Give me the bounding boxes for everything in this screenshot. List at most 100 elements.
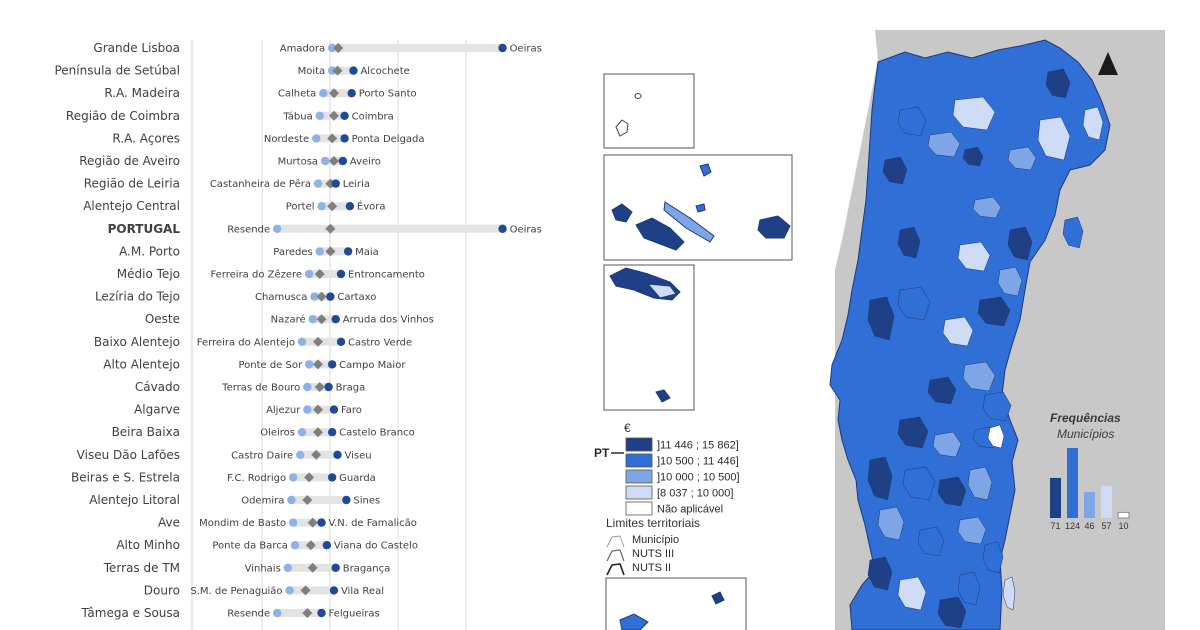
region-row: Alto Alentejo Ponte de Sor Campo Maior xyxy=(103,357,406,371)
municipality-patch xyxy=(957,241,991,272)
legend-class-label: Não aplicável xyxy=(657,504,723,516)
legend-class-label: [8 037 ; 10 000] xyxy=(657,488,733,500)
legend-class-label: ]10 000 ; 10 500] xyxy=(657,472,740,484)
freq-bar xyxy=(1117,511,1130,519)
national-marker xyxy=(314,382,325,392)
north-arrow-icon xyxy=(1098,52,1118,75)
min-label: Ferreira do Zêzere xyxy=(210,269,302,281)
min-dot xyxy=(303,405,312,414)
inset-island xyxy=(695,203,706,213)
max-label: Ponta Delgada xyxy=(352,134,425,145)
region-label: Ave xyxy=(158,516,180,530)
max-dot xyxy=(326,292,335,301)
legend-currency: € xyxy=(624,421,631,435)
min-dot xyxy=(283,563,292,572)
max-dot xyxy=(317,608,326,618)
min-dot xyxy=(308,315,317,324)
municipality-patch xyxy=(982,541,1004,574)
min-dot xyxy=(287,495,296,505)
inset-island xyxy=(663,201,715,243)
national-marker xyxy=(328,110,339,121)
min-label: Paredes xyxy=(273,247,312,258)
municipality-patch xyxy=(952,96,996,131)
min-label: Vinhais xyxy=(245,563,281,574)
legend-swatch xyxy=(625,501,653,516)
legend-classes: ]11 446 ; 15 862]]10 500 ; 11 446]]10 00… xyxy=(625,437,740,516)
max-dot xyxy=(317,518,326,527)
region-label: PORTUGAL xyxy=(108,222,181,236)
max-label: Arruda dos Vinhos xyxy=(343,315,434,326)
municipality-patch xyxy=(962,146,984,167)
national-marker xyxy=(332,65,343,76)
max-label: Viseu xyxy=(345,450,372,461)
national-marker xyxy=(312,404,323,415)
region-label: Douro xyxy=(144,583,180,597)
max-label: Maia xyxy=(355,247,379,258)
region-label: Terras de TM xyxy=(103,561,180,575)
chart-rows: Grande Lisboa Amadora Oeiras Península de S… xyxy=(54,41,541,620)
national-marker xyxy=(316,291,327,302)
region-row: Médio Tejo Ferreira do Zêzere Entroncament… xyxy=(117,267,425,281)
region-label: Região de Aveiro xyxy=(79,154,180,168)
region-label: Médio Tejo xyxy=(117,267,180,281)
max-dot xyxy=(342,495,351,505)
national-marker xyxy=(305,540,316,551)
max-dot xyxy=(345,202,355,211)
region-row: Oeste Nazaré Arruda dos Vinhos xyxy=(145,312,434,326)
municipality-patch xyxy=(1045,68,1071,99)
freq-count: 124 xyxy=(1065,521,1080,531)
min-label: S.M. de Penaguião xyxy=(190,586,282,597)
min-dot xyxy=(288,473,298,482)
municipality-patch xyxy=(1002,576,1016,611)
nuts2-line-icon xyxy=(606,563,625,576)
national-marker xyxy=(327,133,338,144)
inset-island xyxy=(611,203,633,223)
min-dot xyxy=(297,428,307,437)
national-marker xyxy=(302,608,313,618)
min-dot xyxy=(272,224,282,233)
min-label: Portel xyxy=(286,202,315,213)
national-marker xyxy=(300,585,311,596)
max-dot xyxy=(331,179,340,188)
national-marker xyxy=(325,223,336,234)
national-marker xyxy=(307,562,318,573)
municipality-patch xyxy=(1082,106,1104,141)
municipality-patch xyxy=(1037,116,1071,161)
national-marker xyxy=(307,517,318,528)
region-label: R.A. Açores xyxy=(112,131,180,145)
municipality-patch xyxy=(942,316,974,347)
national-marker xyxy=(328,88,339,99)
max-label: Oeiras xyxy=(510,44,542,55)
national-marker xyxy=(314,269,325,279)
limits-list: Município NUTS III NUTS II xyxy=(606,534,679,576)
max-label: Leiria xyxy=(343,179,370,190)
municipality-patch xyxy=(977,296,1011,327)
region-row: Tâmega e Sousa Resende Felgueiras xyxy=(80,606,379,620)
min-dot xyxy=(320,156,330,166)
max-label: Bragança xyxy=(343,563,391,574)
inset-island xyxy=(646,283,677,299)
limit-nuts2: NUTS II xyxy=(632,562,671,574)
region-label: Oeste xyxy=(145,312,180,326)
max-label: Braga xyxy=(336,383,366,394)
legend-swatch xyxy=(625,437,653,452)
inset-island xyxy=(757,215,791,239)
max-dot xyxy=(327,473,337,482)
inset-island xyxy=(655,389,671,403)
limit-municipio: Município xyxy=(632,534,679,546)
region-row: Península de Setúbal Moita Alcochete xyxy=(54,64,409,78)
municipality-patch xyxy=(927,376,957,405)
national-marker xyxy=(312,427,323,438)
min-label: Ponte de Sor xyxy=(238,360,303,371)
freq-subtitle: Municípios xyxy=(1057,427,1114,441)
freq-bar xyxy=(1101,485,1112,518)
max-dot xyxy=(338,156,348,166)
max-label: Porto Santo xyxy=(359,89,417,100)
municipality-patch xyxy=(957,516,987,545)
max-label: Alcochete xyxy=(360,66,409,77)
municipality-patch xyxy=(897,416,929,449)
min-label: Castro Daire xyxy=(231,450,293,461)
freq-count: 10 xyxy=(1118,521,1128,531)
national-marker xyxy=(316,314,327,325)
